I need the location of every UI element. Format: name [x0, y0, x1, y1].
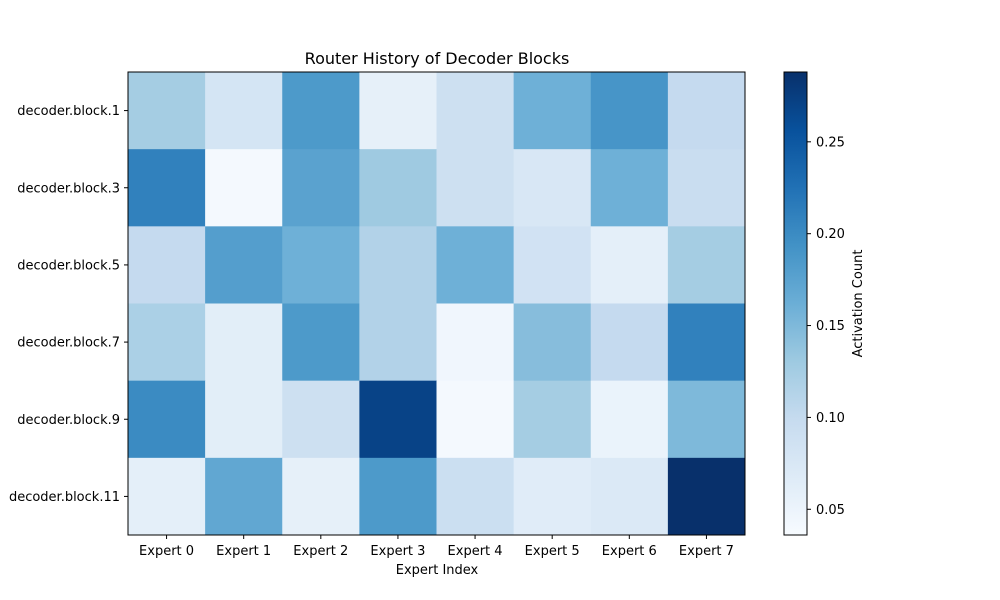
heatmap-cell: [513, 303, 592, 382]
x-tick-label: Expert 5: [525, 544, 580, 559]
heatmap-cell: [667, 457, 746, 536]
heatmap-cell: [359, 380, 437, 459]
heatmap-cell: [205, 303, 283, 382]
x-tick-label: Expert 6: [602, 544, 657, 559]
heatmap-cell: [590, 457, 669, 536]
heatmap-cell: [205, 226, 283, 304]
colorbar: [783, 71, 808, 536]
heatmap-cell: [590, 72, 669, 150]
heatmap-cell: [436, 149, 515, 227]
heatmap-cell: [667, 149, 746, 227]
colorbar-tick-label: 0.10: [816, 411, 845, 426]
x-tick-label: Expert 1: [216, 544, 271, 559]
heatmap-cell: [667, 303, 746, 382]
heatmap-cell: [282, 303, 360, 382]
heatmap-cells: [128, 72, 746, 536]
heatmap-cell: [359, 303, 437, 382]
heatmap-cell: [128, 457, 206, 536]
heatmap-cell: [282, 149, 360, 227]
x-tick-label: Expert 3: [370, 544, 425, 559]
heatmap-cell: [513, 149, 592, 227]
heatmap-cell: [436, 303, 515, 382]
y-tick-label: decoder.block.7: [17, 336, 120, 351]
y-tick-label: decoder.block.5: [17, 258, 120, 273]
heatmap-cell: [359, 457, 437, 536]
heatmap-cell: [205, 380, 283, 459]
heatmap-cell: [359, 72, 437, 150]
heatmap-cell: [436, 457, 515, 536]
heatmap-cell: [590, 380, 669, 459]
colorbar-tick-label: 0.20: [816, 227, 845, 242]
colorbar-tick-label: 0.15: [816, 319, 845, 334]
heatmap-cell: [205, 72, 283, 150]
heatmap-cell: [513, 380, 592, 459]
x-axis-ticks: Expert 0 Expert 1 Expert 2 Expert 3 Expert 4…: [139, 535, 734, 559]
y-axis-ticks: decoder.block.1 decoder.block.3 decoder.bl…: [9, 104, 128, 505]
heatmap-cell: [667, 226, 746, 304]
y-tick-label: decoder.block.1: [17, 104, 120, 119]
x-tick-label: Expert 2: [293, 544, 348, 559]
heatmap-cell: [436, 72, 515, 150]
heatmap-cell: [513, 226, 592, 304]
colorbar-label: Activation Count: [851, 250, 866, 358]
heatmap-cell: [359, 149, 437, 227]
heatmap-cell: [282, 380, 360, 459]
heatmap-cell: [513, 457, 592, 536]
y-tick-label: decoder.block.11: [9, 490, 120, 505]
colorbar-tick-label: 0.25: [816, 135, 845, 150]
heatmap-cell: [590, 149, 669, 227]
x-tick-label: Expert 4: [448, 544, 503, 559]
heatmap-cell: [282, 457, 360, 536]
heatmap-cell: [205, 149, 283, 227]
heatmap-cell: [667, 72, 746, 150]
heatmap-cell: [436, 380, 515, 459]
heatmap-cell: [513, 72, 592, 150]
heatmap-cell: [282, 226, 360, 304]
heatmap-cell: [128, 380, 206, 459]
heatmap-cell: [436, 226, 515, 304]
heatmap-cell: [128, 226, 206, 304]
y-tick-label: decoder.block.9: [17, 413, 120, 428]
x-axis-label: Expert Index: [396, 563, 479, 578]
heatmap-cell: [205, 457, 283, 536]
heatmap-cell: [128, 72, 206, 150]
heatmap-cell: [667, 380, 746, 459]
colorbar-tick-label: 0.05: [816, 503, 845, 518]
y-tick-label: decoder.block.3: [17, 181, 120, 196]
chart-title: Router History of Decoder Blocks: [305, 49, 570, 68]
heatmap-cell: [590, 226, 669, 304]
x-tick-label: Expert 7: [679, 544, 734, 559]
heatmap-cell: [128, 149, 206, 227]
plot-frame: [127, 71, 746, 536]
colorbar-ticks: 0.05 0.10 0.15 0.20 0.25: [807, 135, 845, 518]
heatmap-cell: [282, 72, 360, 150]
heatmap-cell: [590, 303, 669, 382]
heatmap-cell: [128, 303, 206, 382]
x-tick-label: Expert 0: [139, 544, 194, 559]
heatmap-cell: [359, 226, 437, 304]
